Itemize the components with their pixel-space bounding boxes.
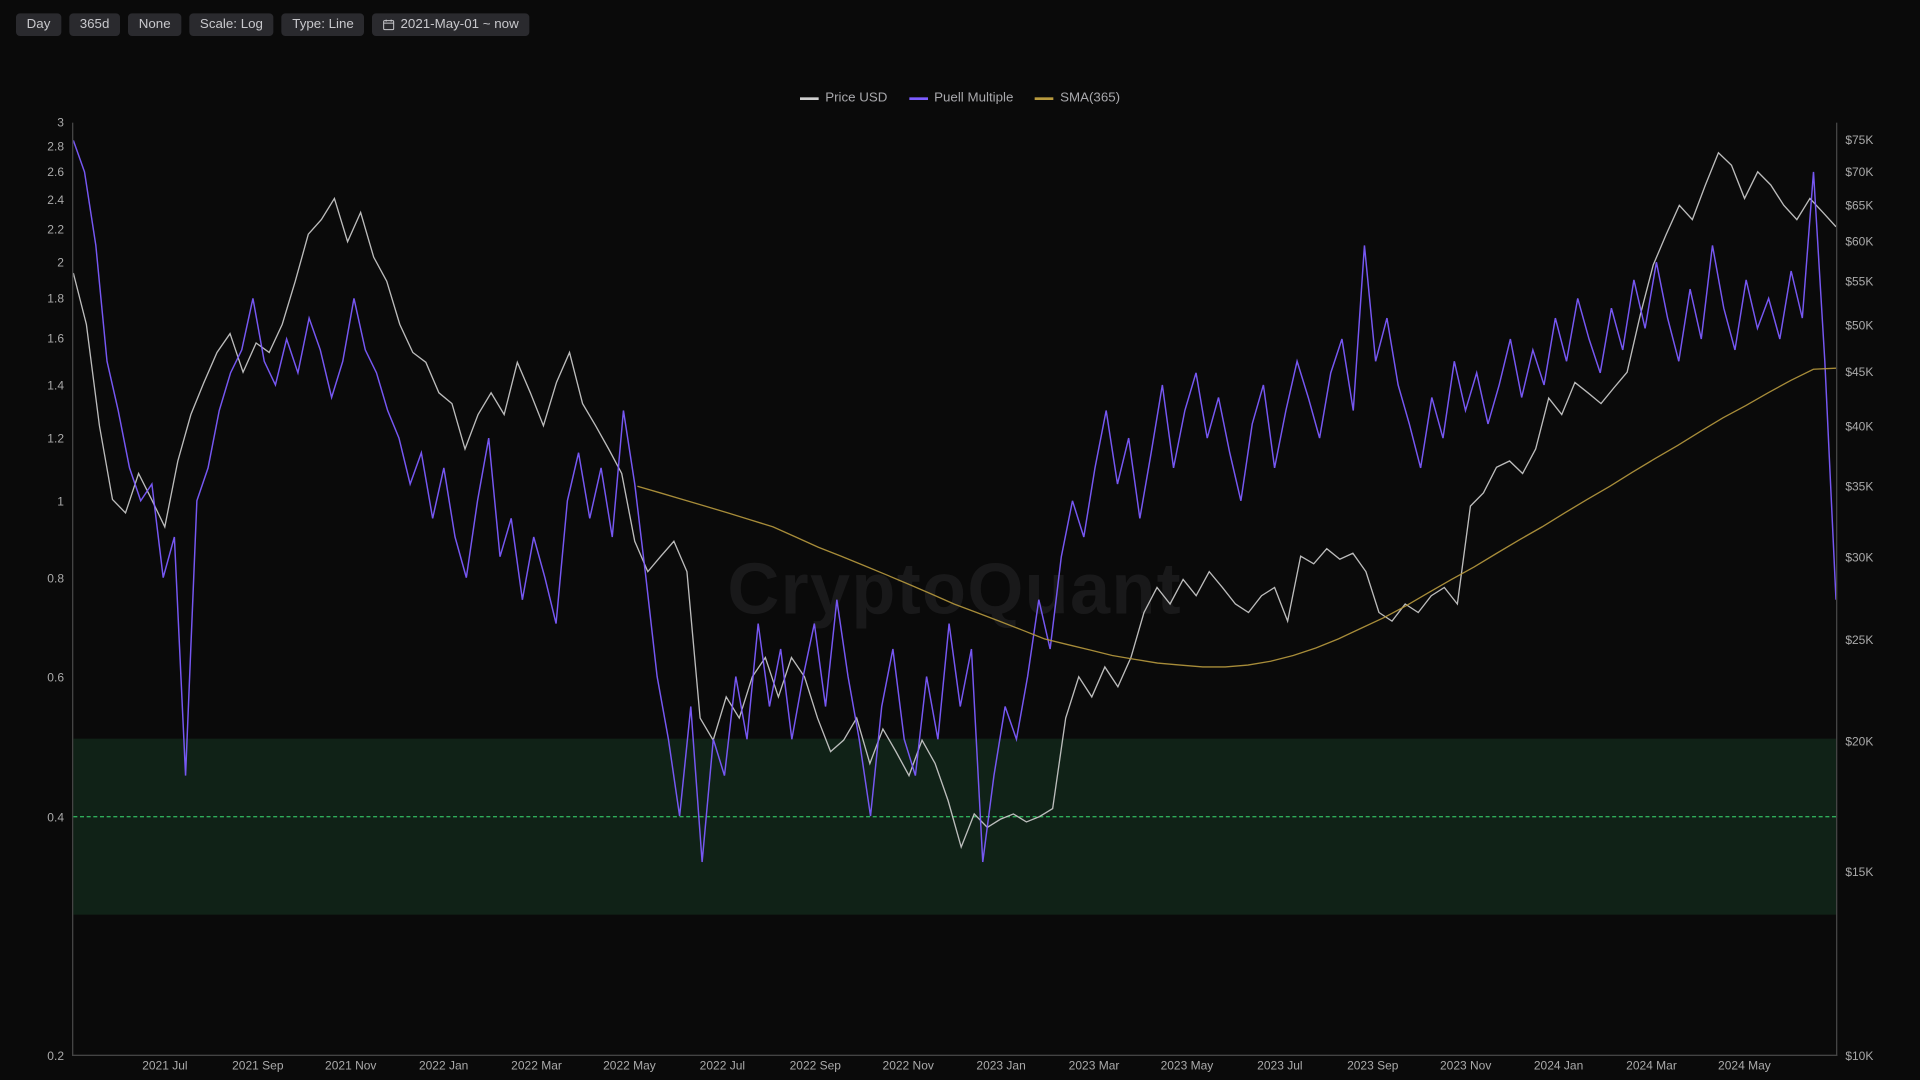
y-axis-right: $10K$15K$20K$25K$30K$35K$40K$45K$50K$55K… xyxy=(1840,123,1901,1056)
y-axis-left: 0.20.40.60.811.21.41.61.822.22.42.62.83 xyxy=(19,123,70,1056)
scale-selector[interactable]: Scale: Log xyxy=(189,13,273,36)
y-left-tick: 1.6 xyxy=(19,333,64,346)
x-tick: 2023 Sep xyxy=(1347,1059,1398,1072)
y-left-tick: 0.2 xyxy=(19,1049,64,1062)
y-left-tick: 3 xyxy=(19,116,64,129)
x-tick: 2022 Mar xyxy=(511,1059,562,1072)
y-right-tick: $10K xyxy=(1845,1049,1873,1062)
chart-lines xyxy=(73,123,1836,1055)
chart-legend: Price USD Puell Multiple SMA(365) xyxy=(19,91,1902,106)
x-tick: 2023 May xyxy=(1161,1059,1214,1072)
y-left-tick: 1.8 xyxy=(19,292,64,305)
y-right-tick: $40K xyxy=(1845,419,1873,432)
y-right-tick: $15K xyxy=(1845,865,1873,878)
legend-label: Price USD xyxy=(825,91,887,106)
type-selector[interactable]: Type: Line xyxy=(282,13,365,36)
compare-label: None xyxy=(139,17,171,32)
y-left-tick: 0.4 xyxy=(19,810,64,823)
legend-item[interactable]: SMA(365) xyxy=(1035,91,1120,106)
legend-swatch xyxy=(800,97,819,100)
x-tick: 2022 Jul xyxy=(700,1059,745,1072)
x-tick: 2022 May xyxy=(603,1059,656,1072)
y-left-tick: 2 xyxy=(19,256,64,269)
range-selector[interactable]: 365d xyxy=(69,13,120,36)
y-right-tick: $20K xyxy=(1845,734,1873,747)
x-tick: 2023 Mar xyxy=(1069,1059,1120,1072)
x-tick: 2021 Jul xyxy=(142,1059,187,1072)
legend-item[interactable]: Puell Multiple xyxy=(909,91,1014,106)
scale-label: Scale: Log xyxy=(200,17,263,32)
legend-swatch xyxy=(1035,97,1054,100)
x-tick: 2024 May xyxy=(1718,1059,1771,1072)
date-range-selector[interactable]: 2021-May-01 ~ now xyxy=(372,13,529,36)
y-right-tick: $70K xyxy=(1845,165,1873,178)
x-axis: 2021 Jul 2021 Sep 2021 Nov 2022 Jan 2022 Mar… xyxy=(72,1059,1837,1080)
y-right-tick: $75K xyxy=(1845,134,1873,147)
compare-selector[interactable]: None xyxy=(128,13,181,36)
y-right-tick: $30K xyxy=(1845,550,1873,563)
x-tick: 2023 Jul xyxy=(1257,1059,1302,1072)
y-right-tick: $50K xyxy=(1845,318,1873,331)
range-label: 365d xyxy=(80,17,110,32)
y-right-tick: $25K xyxy=(1845,633,1873,646)
chart-toolbar: Day 365d None Scale: Log Type: Line 2021… xyxy=(16,13,529,36)
interval-label: Day xyxy=(27,17,51,32)
y-left-tick: 0.8 xyxy=(19,572,64,585)
y-right-tick: $45K xyxy=(1845,366,1873,379)
y-left-tick: 1.2 xyxy=(19,432,64,445)
date-range-label: 2021-May-01 ~ now xyxy=(400,17,518,32)
x-tick: 2024 Mar xyxy=(1626,1059,1677,1072)
y-left-tick: 2.4 xyxy=(19,193,64,206)
y-left-tick: 2.2 xyxy=(19,223,64,236)
y-left-tick: 1 xyxy=(19,495,64,508)
x-tick: 2021 Nov xyxy=(325,1059,376,1072)
x-tick: 2022 Nov xyxy=(883,1059,934,1072)
x-tick: 2023 Nov xyxy=(1440,1059,1491,1072)
y-right-tick: $65K xyxy=(1845,199,1873,212)
type-label: Type: Line xyxy=(292,17,354,32)
x-tick: 2022 Jan xyxy=(419,1059,468,1072)
legend-label: SMA(365) xyxy=(1060,91,1120,106)
x-tick: 2021 Sep xyxy=(232,1059,283,1072)
interval-selector[interactable]: Day xyxy=(16,13,61,36)
x-tick: 2024 Jan xyxy=(1534,1059,1583,1072)
legend-swatch xyxy=(909,97,928,100)
y-left-tick: 0.6 xyxy=(19,671,64,684)
x-tick: 2022 Sep xyxy=(790,1059,841,1072)
x-tick: 2023 Jan xyxy=(976,1059,1025,1072)
chart-plot-area[interactable]: CryptoQuant xyxy=(72,123,1837,1056)
y-right-tick: $55K xyxy=(1845,275,1873,288)
legend-item[interactable]: Price USD xyxy=(800,91,888,106)
y-right-tick: $35K xyxy=(1845,480,1873,493)
y-left-tick: 1.4 xyxy=(19,379,64,392)
legend-label: Puell Multiple xyxy=(934,91,1013,106)
y-right-tick: $60K xyxy=(1845,235,1873,248)
y-left-tick: 2.8 xyxy=(19,140,64,153)
y-left-tick: 2.6 xyxy=(19,165,64,178)
chart-container: Price USD Puell Multiple SMA(365) 0.2 0.4 0.… xyxy=(19,40,1902,1080)
calendar-icon xyxy=(383,19,395,31)
